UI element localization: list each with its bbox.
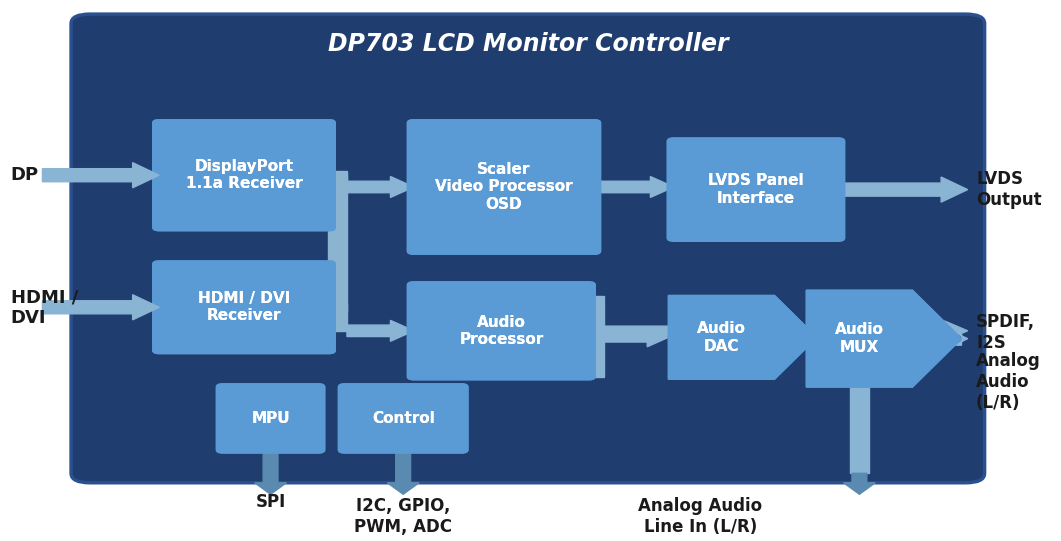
FancyBboxPatch shape bbox=[407, 120, 601, 254]
FancyArrow shape bbox=[843, 473, 875, 494]
FancyArrow shape bbox=[387, 450, 419, 494]
Text: Scaler
Video Processor
OSD: Scaler Video Processor OSD bbox=[435, 162, 573, 212]
FancyBboxPatch shape bbox=[216, 384, 325, 453]
Text: Analog Audio
Line In (L/R): Analog Audio Line In (L/R) bbox=[639, 497, 762, 536]
Bar bbox=[850, 387, 869, 473]
FancyArrow shape bbox=[806, 328, 828, 347]
Text: DP: DP bbox=[11, 166, 39, 184]
Text: DisplayPort
1.1a Receiver: DisplayPort 1.1a Receiver bbox=[186, 159, 302, 192]
Text: LVDS
Output: LVDS Output bbox=[976, 170, 1042, 209]
Text: Control: Control bbox=[371, 411, 435, 426]
FancyBboxPatch shape bbox=[216, 384, 325, 453]
FancyBboxPatch shape bbox=[153, 261, 335, 354]
FancyBboxPatch shape bbox=[338, 384, 468, 453]
FancyBboxPatch shape bbox=[407, 120, 601, 254]
FancyBboxPatch shape bbox=[71, 14, 985, 483]
Text: HDMI / DVI
Receiver: HDMI / DVI Receiver bbox=[198, 291, 290, 324]
Text: Audio
MUX: Audio MUX bbox=[835, 322, 884, 355]
FancyArrow shape bbox=[838, 177, 968, 202]
Polygon shape bbox=[806, 291, 961, 387]
Text: SPI: SPI bbox=[256, 493, 285, 511]
FancyArrow shape bbox=[347, 320, 414, 341]
Text: MPU: MPU bbox=[251, 411, 290, 426]
Text: LVDS Panel
Interface: LVDS Panel Interface bbox=[708, 174, 804, 206]
Text: Analog
Audio
(L/R): Analog Audio (L/R) bbox=[976, 352, 1041, 412]
FancyArrow shape bbox=[589, 321, 968, 341]
FancyBboxPatch shape bbox=[153, 120, 335, 230]
Text: Audio
Processor: Audio Processor bbox=[459, 315, 543, 347]
Text: DP703 LCD Monitor Controller: DP703 LCD Monitor Controller bbox=[328, 32, 729, 56]
Text: MPU: MPU bbox=[251, 411, 290, 426]
FancyArrow shape bbox=[941, 326, 968, 351]
FancyBboxPatch shape bbox=[407, 282, 595, 380]
FancyArrow shape bbox=[594, 176, 674, 197]
FancyBboxPatch shape bbox=[153, 261, 335, 354]
Text: Audio
DAC: Audio DAC bbox=[697, 321, 746, 354]
FancyArrow shape bbox=[42, 295, 159, 320]
FancyArrow shape bbox=[255, 450, 286, 494]
FancyBboxPatch shape bbox=[667, 138, 845, 241]
Text: LVDS Panel
Interface: LVDS Panel Interface bbox=[708, 174, 804, 206]
Bar bbox=[329, 302, 347, 312]
Bar bbox=[585, 295, 604, 377]
Text: HDMI /
DVI: HDMI / DVI bbox=[11, 288, 79, 327]
FancyArrow shape bbox=[604, 328, 668, 347]
FancyBboxPatch shape bbox=[153, 120, 335, 230]
Bar bbox=[328, 175, 347, 331]
Text: Audio
MUX: Audio MUX bbox=[835, 322, 884, 355]
Text: SPDIF,
I2S: SPDIF, I2S bbox=[976, 313, 1036, 352]
Text: Audio
Processor: Audio Processor bbox=[459, 315, 543, 347]
Polygon shape bbox=[668, 295, 817, 379]
Text: HDMI / DVI
Receiver: HDMI / DVI Receiver bbox=[198, 291, 290, 324]
Text: Control: Control bbox=[371, 411, 435, 426]
Bar bbox=[329, 170, 347, 180]
Text: DisplayPort
1.1a Receiver: DisplayPort 1.1a Receiver bbox=[186, 159, 302, 192]
FancyBboxPatch shape bbox=[667, 138, 845, 241]
FancyBboxPatch shape bbox=[407, 282, 595, 380]
Polygon shape bbox=[668, 295, 817, 379]
FancyArrow shape bbox=[42, 163, 159, 188]
FancyBboxPatch shape bbox=[338, 384, 468, 453]
Text: I2C, GPIO,
PWM, ADC: I2C, GPIO, PWM, ADC bbox=[354, 497, 452, 536]
Text: Scaler
Video Processor
OSD: Scaler Video Processor OSD bbox=[435, 162, 573, 212]
FancyArrow shape bbox=[347, 176, 414, 197]
Text: Audio
DAC: Audio DAC bbox=[697, 321, 746, 354]
Polygon shape bbox=[806, 291, 961, 387]
